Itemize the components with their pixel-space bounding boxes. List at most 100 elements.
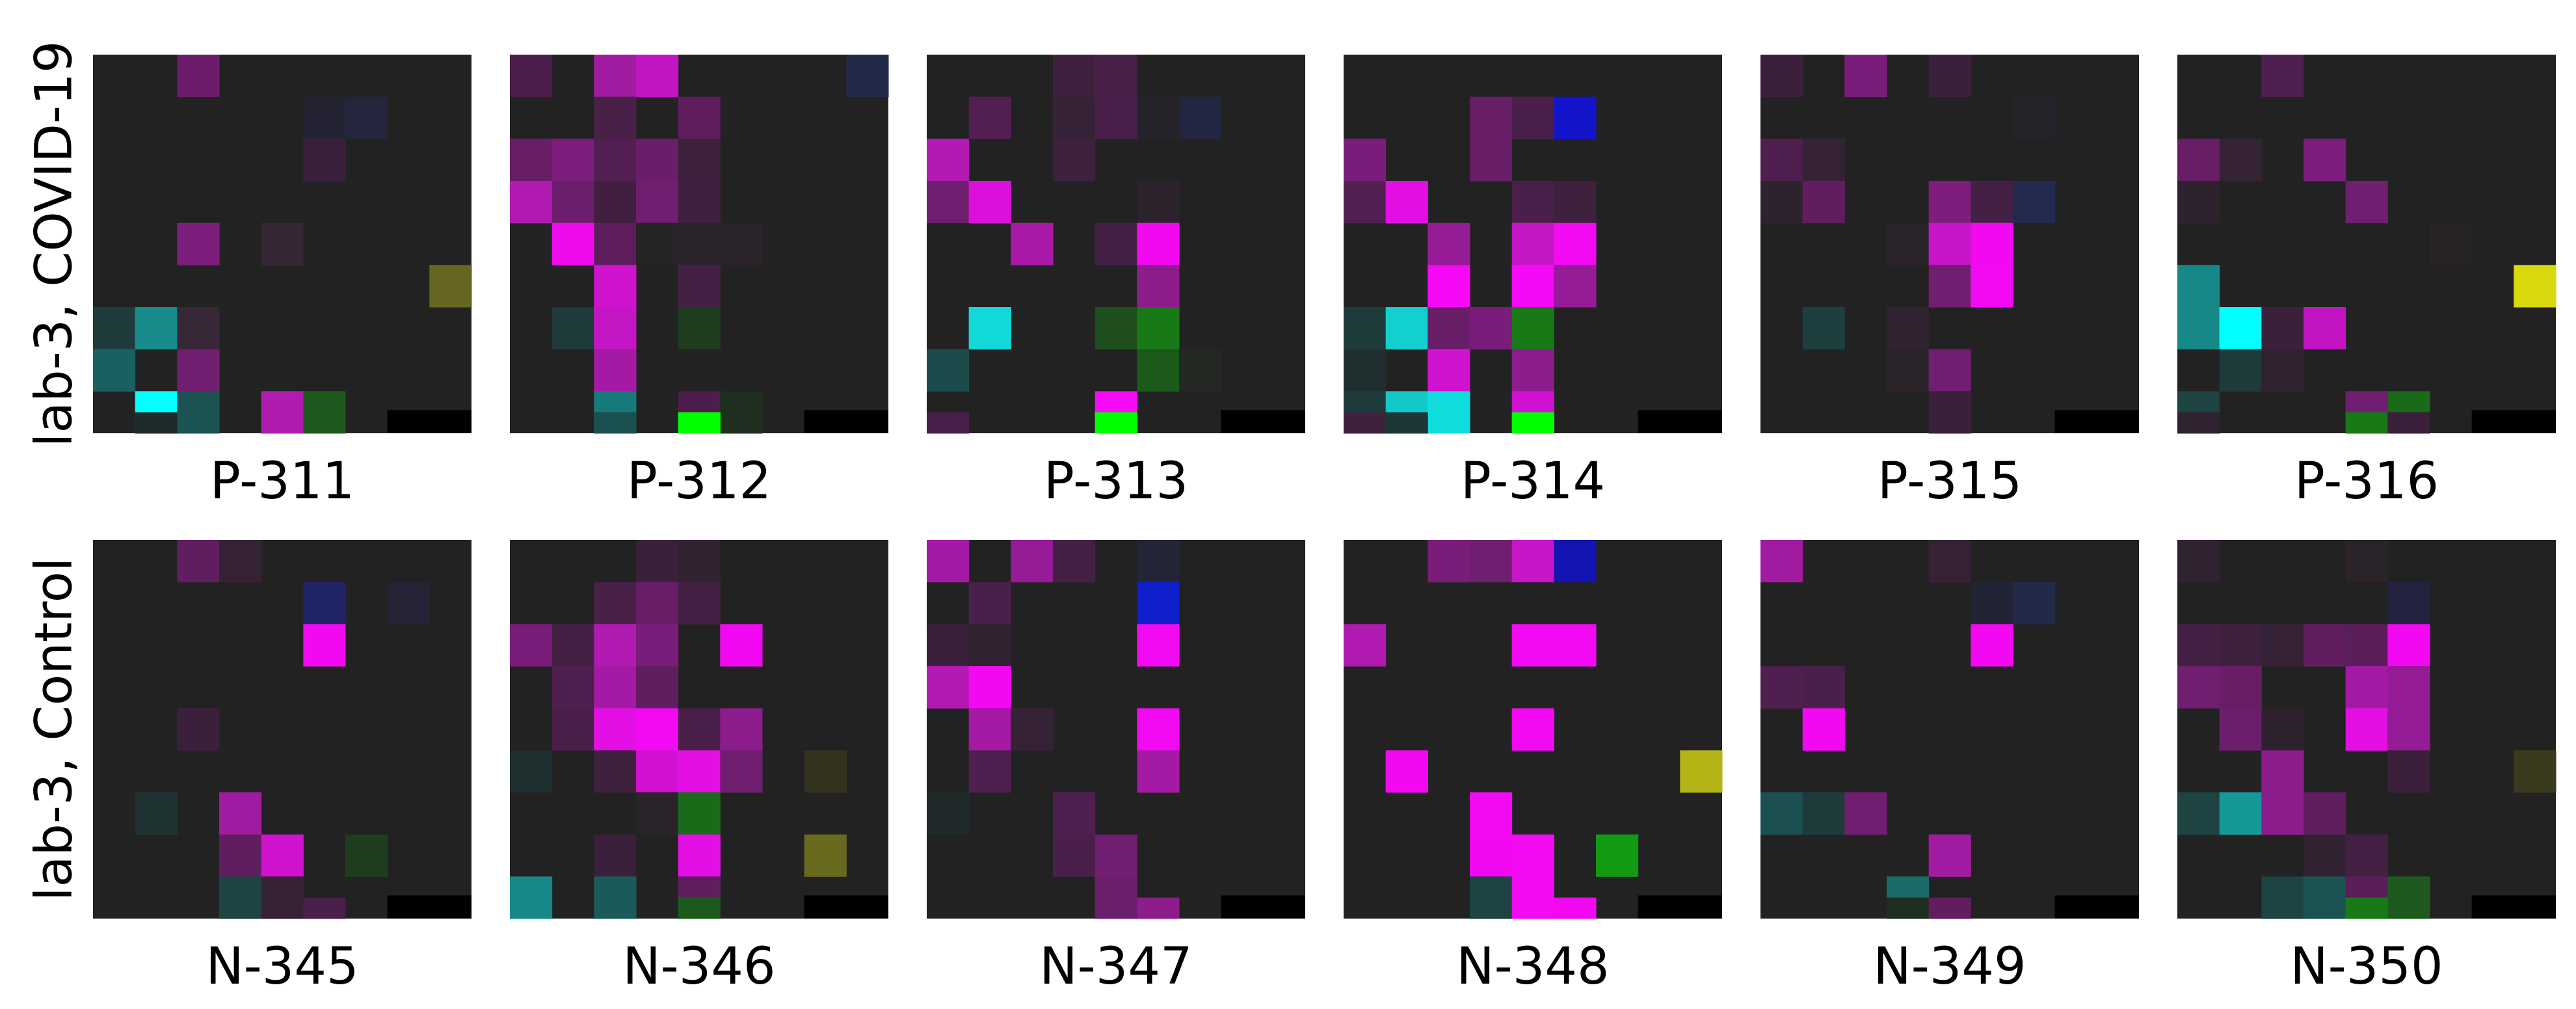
- heatmap-cell: [2177, 666, 2220, 709]
- heatmap-cell: [303, 139, 346, 182]
- heatmap-cell: [1137, 540, 1180, 583]
- heatmap-cell: [678, 96, 721, 139]
- heatmap-cell: [1928, 540, 1971, 583]
- heatmap-cell: [1385, 412, 1428, 434]
- heatmap-cell: [1802, 181, 1845, 224]
- heatmap-cell: [1137, 307, 1180, 350]
- panel-inset-bar: [804, 410, 888, 433]
- heatmap-cell: [93, 349, 136, 392]
- heatmap-cell: [1511, 222, 1554, 265]
- heatmap-cell: [594, 624, 637, 667]
- heatmap-cell: [1844, 792, 1887, 835]
- panel-label: P-316: [2294, 452, 2439, 511]
- heatmap-cell: [1511, 624, 1554, 667]
- panel-inset-bar: [2471, 410, 2556, 433]
- heatmap-cell: [720, 222, 763, 265]
- heatmap-cell: [678, 181, 721, 224]
- heatmap-cell: [636, 666, 679, 709]
- heatmap-cell: [1137, 96, 1180, 139]
- heatmap-cell: [1137, 582, 1180, 625]
- heatmap-cell: [2345, 624, 2388, 667]
- heatmap-cell: [2013, 582, 2056, 625]
- heatmap-cell: [1427, 540, 1470, 583]
- heatmap-cell: [1511, 834, 1554, 877]
- heatmap-cell: [1887, 222, 1930, 265]
- heatmap-cell: [720, 708, 763, 751]
- heatmap-cell: [636, 222, 679, 265]
- heatmap-cell: [1887, 349, 1930, 392]
- heatmap-cell: [177, 540, 220, 583]
- heatmap-cell: [678, 708, 721, 751]
- heatmap-cell: [2177, 624, 2220, 667]
- heatmap-cell: [261, 222, 304, 265]
- heatmap-cell: [968, 96, 1011, 139]
- heatmap-cell: [1887, 897, 1930, 919]
- heatmap-cell: [1095, 412, 1137, 434]
- heatmap-cell: [1095, 96, 1137, 139]
- heatmap-cell: [1470, 876, 1513, 919]
- row-labels: lab-3, COVID-19 lab-3, Control: [25, 41, 83, 901]
- heatmap-cell: [510, 750, 553, 793]
- panel-inset-bar: [387, 895, 471, 919]
- panel-label: N-347: [1039, 937, 1192, 996]
- heatmap-cell: [1344, 307, 1387, 350]
- heatmap-cell: [135, 307, 178, 350]
- heatmap-cell: [1511, 181, 1554, 224]
- heatmap-cell: [1596, 834, 1639, 877]
- heatmap-cell: [2219, 666, 2262, 709]
- heatmap-cell: [1470, 307, 1513, 350]
- heatmap-cell: [1511, 265, 1554, 308]
- heatmap-cell: [1137, 750, 1180, 793]
- heatmap-cell: [1554, 96, 1597, 139]
- heatmap-cell: [1385, 307, 1428, 350]
- heatmap-cell: [2387, 708, 2430, 751]
- heatmap-cell: [2387, 750, 2430, 793]
- heatmap-cell: [1554, 265, 1597, 308]
- heatmap-cell: [1385, 181, 1428, 224]
- heatmap-cell: [551, 307, 594, 350]
- heatmap-cell: [261, 391, 304, 434]
- heatmap-cell: [927, 792, 970, 835]
- panel-inset-bar: [387, 410, 471, 433]
- panel-grid: P-311 P-312 P-313 P-314 P-315 P-316 N-345 N-346…: [93, 55, 2556, 996]
- heatmap-cell: [1385, 750, 1428, 793]
- heatmap-cell: [1928, 181, 1971, 224]
- heatmap-cell: [1511, 876, 1554, 919]
- heatmap-cell: [219, 834, 262, 877]
- panel-label: N-348: [1456, 937, 1609, 996]
- row-label: lab-3, Control: [25, 558, 83, 901]
- heatmap-cell: [927, 666, 970, 709]
- heatmap-cell: [594, 750, 637, 793]
- heatmap-cell: [2177, 540, 2220, 583]
- heatmap-cell: [1427, 307, 1470, 350]
- heatmap-cell: [510, 139, 553, 182]
- heatmap-cell: [93, 307, 136, 350]
- heatmap-cell: [1137, 349, 1180, 392]
- heatmap-cell: [1344, 349, 1387, 392]
- heatmap-cell: [968, 181, 1011, 224]
- heatmap-panel: P-316: [2177, 55, 2556, 511]
- heatmap-cell: [1554, 540, 1597, 583]
- panel-label: N-346: [622, 937, 775, 996]
- panel-label: P-313: [1044, 452, 1188, 511]
- heatmap-cell: [1053, 834, 1096, 877]
- heatmap-cell: [2387, 582, 2430, 625]
- heatmap-cell: [551, 666, 594, 709]
- heatmap-cell: [2177, 792, 2220, 835]
- heatmap-cell: [219, 540, 262, 583]
- heatmap-cell: [1137, 624, 1180, 667]
- heatmap-cell: [1344, 412, 1387, 434]
- heatmap-cell: [135, 412, 178, 434]
- heatmap-cell: [177, 708, 220, 751]
- heatmap-cell: [1427, 349, 1470, 392]
- heatmap-cell: [1470, 540, 1513, 583]
- heatmap-cell: [1760, 181, 1803, 224]
- heatmap-cell: [927, 624, 970, 667]
- heatmap-cell: [2261, 750, 2304, 793]
- panel-inset-bar: [1221, 895, 1305, 919]
- heatmap-cell: [1470, 792, 1513, 835]
- heatmap-cell: [678, 307, 721, 350]
- heatmap-cell: [2304, 876, 2346, 919]
- heatmap-cell: [1095, 55, 1137, 98]
- heatmap-cell: [1053, 540, 1096, 583]
